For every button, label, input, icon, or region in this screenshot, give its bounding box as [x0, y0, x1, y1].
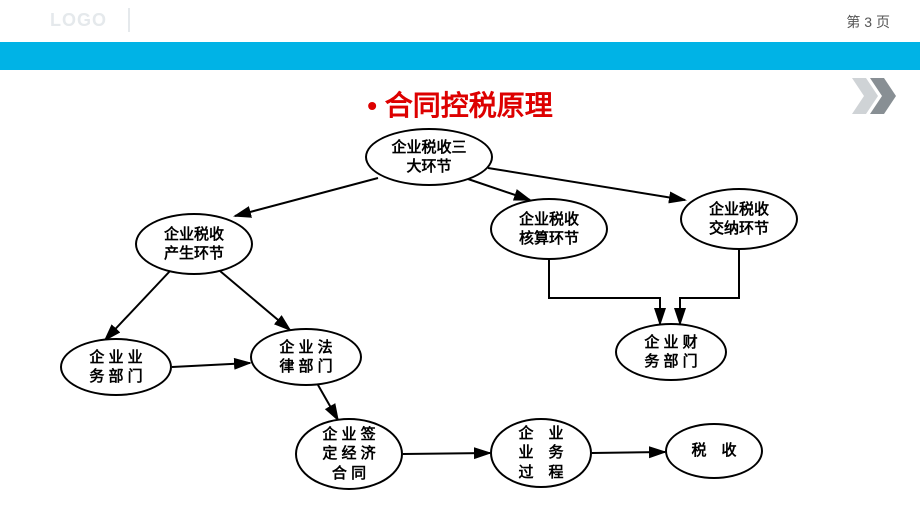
logo-text: LOGO	[50, 10, 107, 31]
flowchart-diagram: 企业税收三 大环节企业税收 产生环节 企业税收 核算环节 企业税收 交纳环节企 业 …	[60, 128, 860, 508]
slide-title: • 合同控税原理	[0, 84, 920, 124]
page-number: 第 3 页	[846, 12, 890, 32]
title-text: 合同控税原理	[385, 90, 553, 121]
node-mid: 企业税收 核算环节	[490, 198, 608, 260]
node-right: 企业税收 交纳环节	[680, 188, 798, 250]
node-left: 企业税收 产生环节	[135, 213, 253, 275]
node-contract: 企 业 签 定 经 济 合 同	[295, 418, 403, 490]
node-process: 企 业 业 务 过 程	[490, 418, 592, 488]
node-biz: 企 业 业 务 部 门	[60, 338, 172, 396]
logo-divider	[128, 8, 130, 32]
node-root: 企业税收三 大环节	[365, 128, 493, 186]
node-law: 企 业 法 律 部 门	[250, 328, 362, 386]
title-bullet: •	[367, 90, 377, 121]
node-tax: 税 收	[665, 423, 763, 479]
header-blue-bar	[0, 42, 920, 70]
node-fin: 企 业 财 务 部 门	[615, 323, 727, 381]
